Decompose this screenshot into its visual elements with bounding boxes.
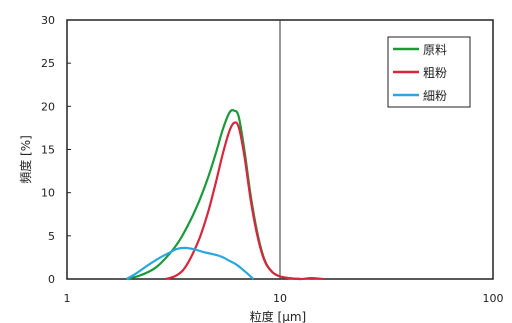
y-tick-label: 15 (41, 144, 55, 157)
y-axis-title: 頻度 [%] (18, 135, 33, 184)
x-axis-ticks: 1 10 100 (64, 292, 504, 305)
y-axis-ticks: 0 5 10 15 20 25 30 (41, 14, 71, 286)
series-layer (125, 108, 324, 281)
legend-label-3: 細粉 (423, 89, 447, 103)
y-tick-label: 5 (48, 230, 55, 243)
legend-label-1: 原料 (423, 43, 447, 57)
y-tick-label: 25 (41, 57, 55, 70)
x-tick-label: 1 (64, 292, 71, 305)
plot-area (66, 19, 494, 281)
y-tick-label: 30 (41, 14, 55, 27)
series-line-3 (125, 246, 255, 280)
y-tick-label: 20 (41, 100, 55, 113)
legend-label-2: 粗粉 (423, 66, 447, 80)
y-tick-label: 10 (41, 187, 55, 200)
x-tick-label: 10 (273, 292, 287, 305)
series-line-2 (165, 121, 324, 281)
x-axis-title: 粒度 [μm] (250, 309, 307, 323)
y-tick-label: 0 (48, 273, 55, 286)
x-tick-label: 100 (483, 292, 504, 305)
